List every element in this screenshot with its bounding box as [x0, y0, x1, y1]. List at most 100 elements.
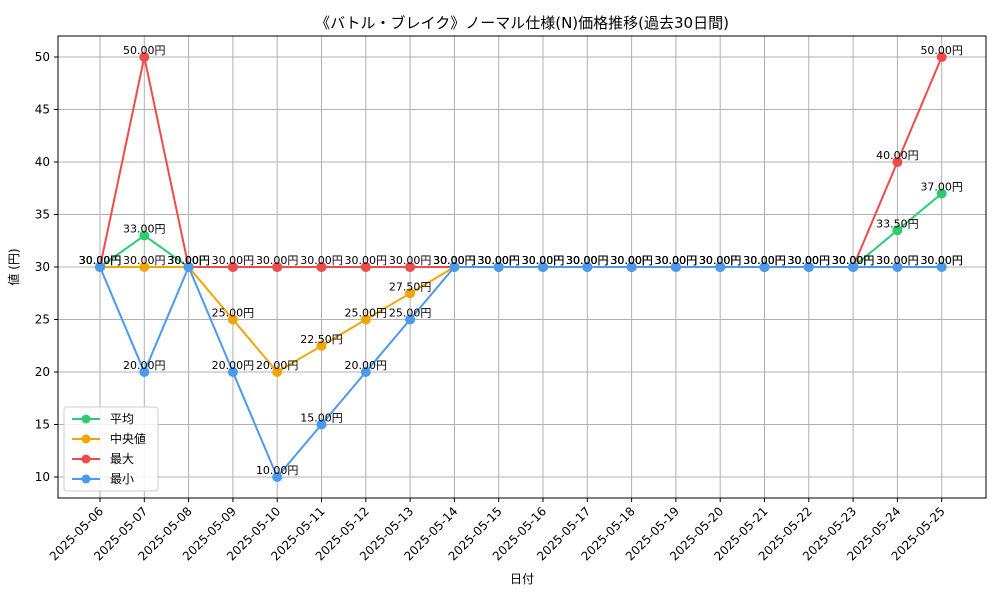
data-point — [493, 262, 504, 272]
data-label: 30.00円 — [876, 254, 919, 267]
x-axis: 2025-05-062025-05-072025-05-082025-05-09… — [47, 498, 948, 563]
data-label: 30.00円 — [167, 254, 210, 267]
data-point — [227, 314, 238, 325]
data-point — [405, 314, 416, 325]
y-tick-label: 10 — [35, 470, 50, 484]
data-label: 25.00円 — [212, 307, 255, 320]
data-label: 25.00円 — [345, 307, 388, 320]
legend-swatch-marker — [81, 414, 91, 424]
data-label: 30.00円 — [610, 254, 653, 267]
data-label: 30.00円 — [610, 254, 653, 267]
data-label: 30.00円 — [123, 254, 166, 267]
y-tick-label: 40 — [35, 155, 50, 169]
data-label: 30.00円 — [566, 254, 609, 267]
data-point — [272, 262, 283, 272]
data-label: 30.00円 — [832, 254, 875, 267]
data-label: 30.00円 — [655, 254, 698, 267]
data-label: 30.00円 — [788, 254, 831, 267]
data-label: 33.50円 — [876, 217, 919, 230]
data-point — [848, 262, 859, 272]
y-tick-label: 15 — [35, 418, 50, 432]
data-point — [272, 472, 283, 482]
data-label: 30.00円 — [832, 254, 875, 267]
data-label: 50.00円 — [920, 44, 963, 57]
data-label: 30.00円 — [433, 254, 476, 267]
data-label: 30.00円 — [79, 254, 122, 267]
data-point — [936, 52, 947, 62]
series-lines — [95, 52, 947, 482]
data-label: 30.00円 — [743, 254, 786, 267]
data-label: 30.00円 — [433, 254, 476, 267]
y-tick-label: 30 — [35, 260, 50, 274]
y-tick-label: 50 — [35, 50, 50, 64]
data-label: 40.00円 — [876, 149, 919, 162]
y-tick-label: 20 — [35, 365, 50, 379]
data-label: 30.00円 — [699, 254, 742, 267]
data-point — [139, 262, 150, 272]
data-point — [538, 262, 548, 272]
data-label: 30.00円 — [610, 254, 653, 267]
x-axis-title: 日付 — [510, 572, 534, 586]
data-label: 30.00円 — [832, 254, 875, 267]
data-label: 10.00円 — [256, 464, 299, 477]
data-point — [449, 262, 460, 272]
y-axis: 10 15 20 25 30 35 40 45 50 — [35, 50, 58, 484]
data-point — [316, 340, 327, 351]
data-point — [360, 367, 371, 377]
data-label: 27.50円 — [389, 280, 432, 293]
legend-swatch-marker — [81, 474, 91, 484]
data-point — [936, 262, 947, 272]
data-point — [892, 262, 903, 272]
data-label: 25.00円 — [389, 307, 432, 320]
data-point — [892, 157, 903, 167]
data-label: 30.00円 — [522, 254, 565, 267]
data-label: 20.00円 — [345, 359, 388, 372]
data-label: 30.00円 — [832, 254, 875, 267]
data-point — [316, 262, 327, 272]
data-point — [272, 367, 283, 377]
data-label: 30.00円 — [566, 254, 609, 267]
data-point — [227, 262, 238, 272]
data-label: 30.00円 — [522, 254, 565, 267]
data-label: 30.00円 — [433, 254, 476, 267]
data-label: 20.00円 — [123, 359, 166, 372]
data-label: 30.00円 — [699, 254, 742, 267]
data-point — [316, 419, 327, 430]
data-label: 30.00円 — [655, 254, 698, 267]
data-label: 30.00円 — [167, 254, 210, 267]
data-label: 30.00円 — [743, 254, 786, 267]
data-label: 30.00円 — [655, 254, 698, 267]
data-label: 30.00円 — [477, 254, 520, 267]
data-label: 30.00円 — [920, 254, 963, 267]
data-point — [183, 262, 194, 272]
data-point — [139, 367, 150, 377]
data-label: 30.00円 — [167, 254, 210, 267]
data-label: 30.00円 — [212, 254, 255, 267]
legend-box — [63, 406, 159, 492]
y-tick-label: 45 — [35, 103, 50, 117]
data-label: 50.00円 — [123, 44, 166, 57]
data-label: 30.00円 — [477, 254, 520, 267]
data-point — [670, 262, 681, 272]
data-label: 30.00円 — [699, 254, 742, 267]
y-tick-label: 35 — [35, 208, 50, 222]
data-point — [95, 262, 105, 272]
data-label: 30.00円 — [876, 254, 919, 267]
data-label: 30.00円 — [699, 254, 742, 267]
data-label: 30.00円 — [345, 254, 388, 267]
data-point — [139, 52, 150, 62]
data-label: 30.00円 — [79, 254, 122, 267]
series-line-3 — [99, 264, 942, 479]
data-point — [139, 230, 150, 241]
legend-label: 最大 — [110, 452, 134, 466]
y-tick-label: 25 — [35, 313, 50, 327]
data-point — [626, 262, 637, 272]
data-label: 30.00円 — [788, 254, 831, 267]
data-point — [227, 367, 238, 377]
data-label: 37.00円 — [920, 181, 963, 194]
data-label: 20.00円 — [256, 359, 299, 372]
data-point — [360, 262, 371, 272]
